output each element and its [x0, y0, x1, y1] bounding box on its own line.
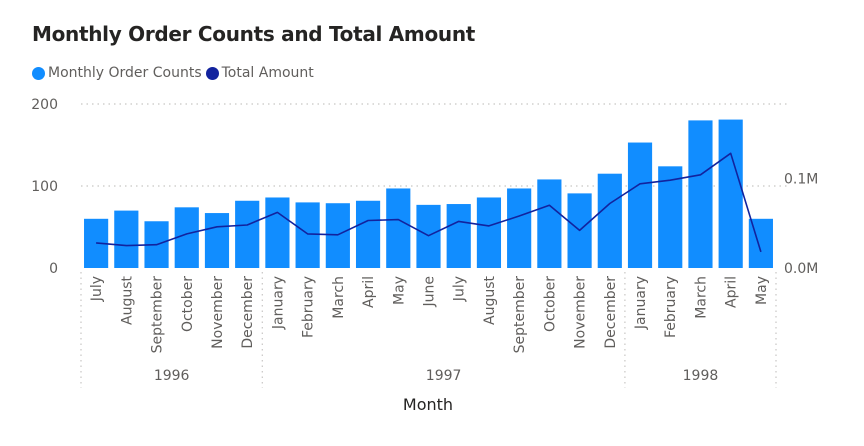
x-tick-label: July: [452, 276, 468, 302]
legend-dot-order-counts: [32, 66, 45, 80]
bar[interactable]: [507, 188, 532, 268]
x-axis-categories: July August September October November Decemb…: [89, 275, 770, 353]
bar[interactable]: [537, 179, 562, 268]
x-tick-label: November: [573, 276, 589, 349]
bar[interactable]: [174, 207, 199, 268]
y-axis-right: 0.0M 0.1M: [784, 171, 818, 277]
x-tick-label: June: [422, 276, 438, 308]
total-amount-line[interactable]: [96, 152, 762, 253]
x-tick-label: September: [512, 276, 528, 354]
bar[interactable]: [114, 210, 139, 268]
x-group-label: 1997: [426, 368, 462, 384]
x-tick-label: September: [150, 276, 166, 354]
chart-title: Monthly Order Counts and Total Amount: [32, 22, 476, 46]
gridlines: [81, 103, 790, 187]
bar-series: [84, 119, 773, 269]
x-group-label: 1996: [154, 368, 190, 384]
x-axis-title: Month: [403, 395, 453, 414]
bar[interactable]: [295, 202, 320, 268]
y-left-tick-label: 200: [31, 97, 58, 113]
bar[interactable]: [446, 204, 471, 268]
bar[interactable]: [235, 200, 260, 268]
x-tick-label: May: [754, 276, 770, 305]
bar[interactable]: [204, 213, 230, 268]
legend-dot-total-amount: [205, 66, 219, 80]
x-tick-label: May: [391, 276, 407, 305]
legend-label-order-counts: Monthly Order Counts: [48, 65, 202, 81]
bar[interactable]: [355, 200, 381, 268]
bar[interactable]: [718, 119, 743, 268]
x-tick-label: February: [663, 276, 679, 338]
x-tick-label: July: [89, 276, 105, 302]
y-right-tick-label: 0.0M: [784, 261, 818, 277]
y-left-tick-label: 100: [31, 179, 58, 195]
x-tick-label: March: [331, 276, 347, 319]
legend: Monthly Order Counts Total Amount: [32, 65, 318, 81]
x-tick-label: January: [633, 276, 649, 330]
x-tick-label: April: [361, 276, 377, 308]
bar[interactable]: [597, 173, 622, 268]
bar[interactable]: [325, 203, 350, 268]
bar[interactable]: [386, 188, 411, 268]
x-tick-label: October: [180, 276, 196, 332]
bar[interactable]: [265, 197, 290, 268]
y-left-tick-label: 0: [49, 261, 58, 277]
x-axis-groups: 1996 1997 1998: [80, 272, 777, 388]
legend-item-order-counts[interactable]: Monthly Order Counts: [32, 65, 202, 81]
y-right-tick-label: 0.1M: [784, 171, 818, 187]
bar[interactable]: [658, 166, 683, 268]
x-tick-label: December: [603, 276, 619, 349]
bar[interactable]: [627, 142, 653, 268]
x-tick-label: August: [482, 275, 498, 325]
bar[interactable]: [688, 120, 713, 269]
line-series: [96, 152, 762, 253]
bar[interactable]: [476, 197, 502, 268]
x-tick-label: April: [724, 276, 740, 308]
legend-label-total-amount: Total Amount: [221, 65, 314, 81]
x-tick-label: November: [210, 276, 226, 349]
x-tick-label: March: [693, 276, 709, 319]
x-tick-label: October: [542, 276, 558, 332]
x-tick-label: August: [119, 275, 135, 325]
x-tick-label: December: [240, 276, 256, 349]
legend-item-total-amount[interactable]: Total Amount: [205, 65, 314, 81]
x-tick-label: February: [301, 276, 317, 338]
x-tick-label: January: [270, 276, 286, 330]
x-group-label: 1998: [683, 368, 719, 384]
y-axis-left: 0 100 200: [31, 97, 58, 277]
